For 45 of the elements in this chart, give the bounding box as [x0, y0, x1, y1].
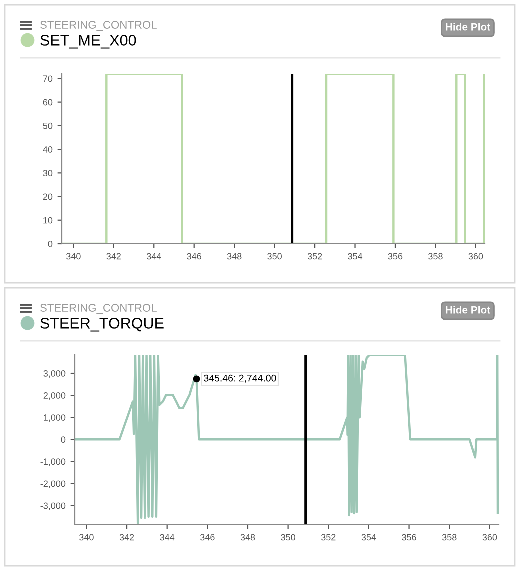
- x-tick-label: 356: [402, 534, 416, 541]
- text: Hide Plot: [446, 306, 490, 314]
- y-tick-label: -1,000: [40, 458, 66, 466]
- line-series: [75, 355, 499, 525]
- y-tick-label: 1,000: [44, 414, 66, 422]
- x-tick-label: 360: [482, 534, 498, 541]
- legend-label: SET_ME_X00: [40, 35, 136, 49]
- chart-title: STEERING_CONTROL: [40, 21, 157, 32]
- y-tick-label: 10: [44, 217, 53, 224]
- y-tick-label: 40: [43, 146, 53, 153]
- x-tick-label: 352: [308, 253, 322, 260]
- x-tick-label: 340: [80, 534, 94, 541]
- y-tick-label: 2,000: [44, 392, 66, 400]
- y-tick-label: 3,000: [44, 370, 66, 378]
- x-tick-label: 340: [66, 253, 81, 260]
- y-tick-label: 70: [43, 76, 53, 82]
- x-tick-label: 358: [428, 253, 443, 260]
- y-tick-label: 20: [43, 194, 53, 200]
- x-tick-label: 356: [388, 253, 403, 260]
- x-tick-label: 346: [187, 253, 202, 260]
- chart-title: STEERING_CONTROL: [40, 304, 157, 314]
- annotation: 345.46: 2,744.00: [204, 374, 276, 383]
- x-tick-label: 358: [442, 534, 457, 541]
- x-tick-label: 360: [468, 253, 484, 260]
- y-tick-label: 0: [61, 436, 66, 444]
- x-tick-label: 350: [281, 534, 296, 541]
- y-tick-label: -3,000: [40, 502, 66, 510]
- x-tick-label: 352: [321, 534, 336, 541]
- x-tick-label: 354: [348, 253, 363, 260]
- y-tick-label: -2,000: [40, 480, 66, 488]
- x-tick-label: 346: [200, 534, 215, 541]
- y-tick-label: 60: [43, 99, 53, 106]
- x-tick-label: 342: [120, 534, 134, 541]
- x-tick-label: 342: [106, 253, 121, 260]
- x-tick-label: 344: [146, 253, 162, 260]
- y-tick-label: 30: [43, 170, 53, 177]
- x-tick-label: 350: [268, 253, 282, 260]
- x-tick-label: 348: [227, 253, 242, 260]
- y-tick-label: 0: [48, 240, 53, 248]
- y-tick-label: 50: [43, 122, 53, 130]
- x-tick-label: 348: [240, 534, 256, 541]
- legend-label: STEER_TORQUE: [40, 318, 164, 332]
- x-tick-label: 344: [160, 534, 175, 541]
- x-tick-label: 354: [362, 534, 376, 541]
- text: Hide Plot: [446, 23, 490, 31]
